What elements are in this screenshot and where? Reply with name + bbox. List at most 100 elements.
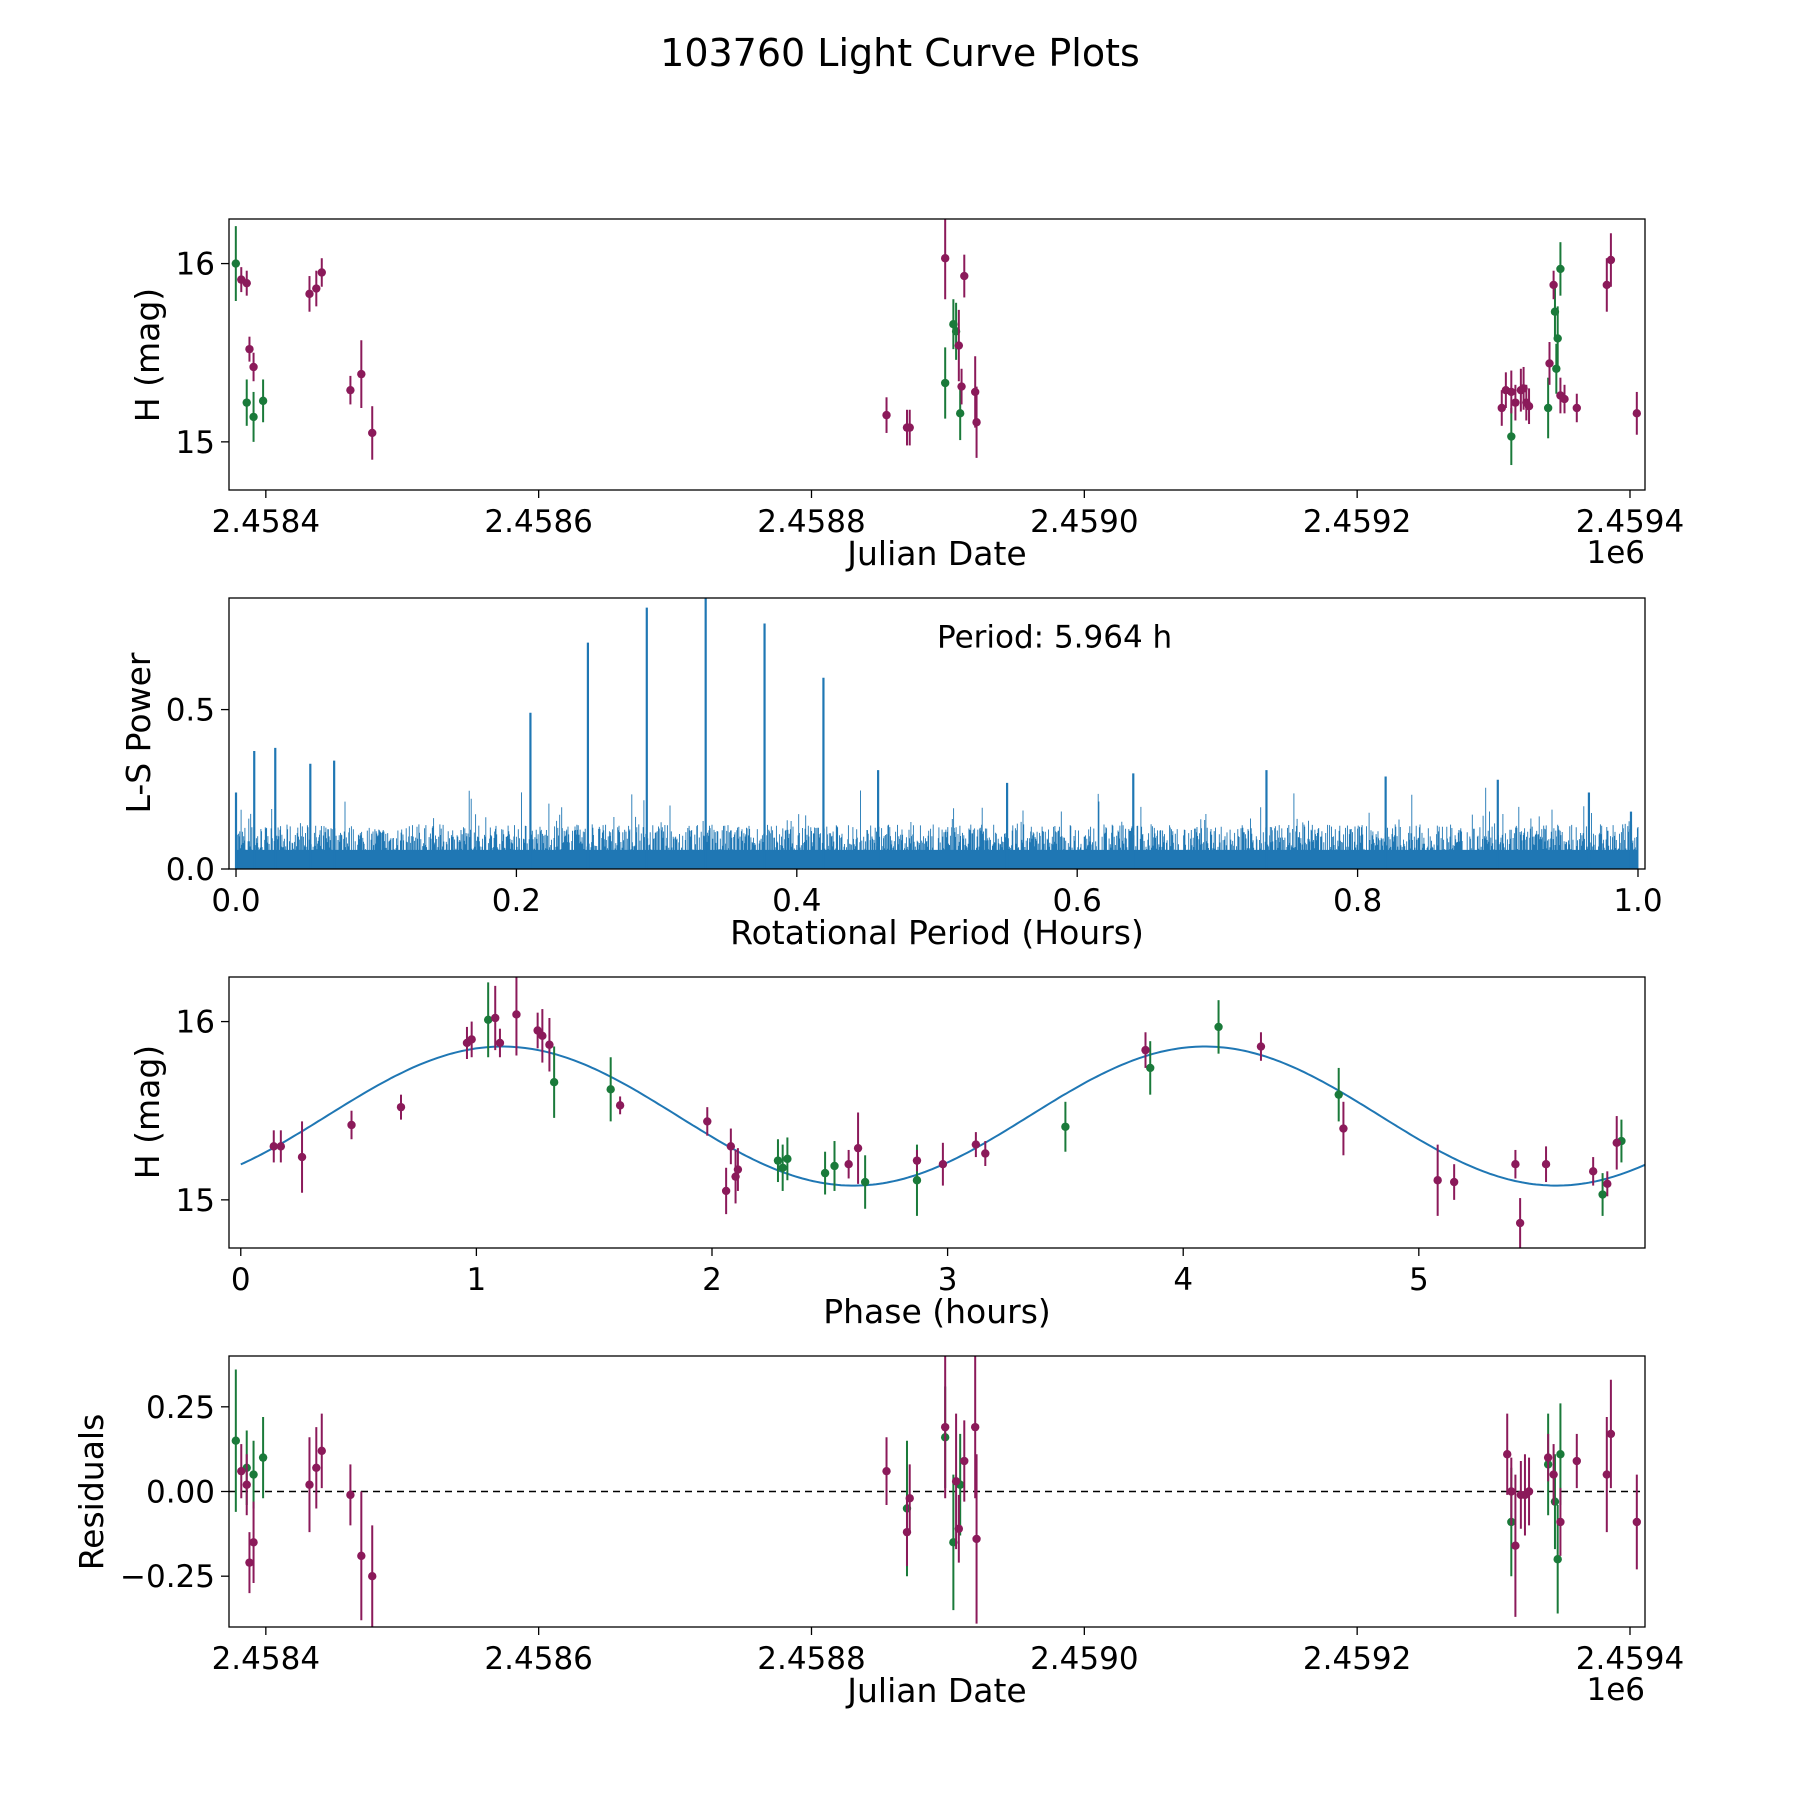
phased-band-purple-point (1612, 1138, 1621, 1148)
phased-band-purple-point (853, 1143, 863, 1153)
residuals-xtick-label: 2.4584 (212, 1641, 320, 1677)
phased-band-purple-point (276, 1142, 286, 1151)
residuals-ytick-label: 0.25 (146, 1390, 215, 1426)
phased-band-purple-point (495, 1038, 505, 1048)
residuals-band-green-point (1553, 1555, 1562, 1564)
residuals-band-green-point (258, 1453, 268, 1462)
lightcurve-band-green-point (242, 398, 251, 407)
phased-band-green-point (606, 1085, 615, 1094)
lightcurve-xtick-label: 2.4584 (212, 504, 320, 540)
periodogram-xtick-label: 0.0 (211, 883, 260, 919)
phased-xlabel: Phase (hours) (823, 1292, 1051, 1331)
residuals-band-purple-point (972, 1534, 981, 1544)
residuals-band-green-point (1556, 1450, 1565, 1459)
residuals-band-purple-point (245, 1558, 254, 1567)
lightcurve-band-green-point (1556, 264, 1565, 274)
lightcurve-band-purple-point (882, 410, 891, 420)
residuals-band-purple-point (1503, 1450, 1512, 1459)
phased-band-green-point (773, 1156, 783, 1165)
residuals-band-purple-point (1507, 1487, 1516, 1496)
period-annotation: Period: 5.964 h (937, 619, 1172, 655)
phased-band-green-point (1146, 1063, 1155, 1073)
lightcurve-band-purple-point (957, 382, 966, 391)
lightcurve-band-purple-point (905, 423, 914, 432)
residuals-band-purple-point (1543, 1453, 1553, 1462)
residuals-band-purple-point (882, 1466, 891, 1476)
periodogram-panel: 0.0 0.2 0.4 0.6 0.8 1.0 0.0 0.5 Period: 5.964 h… (119, 597, 1663, 952)
lightcurve-band-purple-point (1545, 359, 1554, 368)
phased-xtick-label: 5 (1409, 1262, 1429, 1298)
residuals-band-purple-point (249, 1538, 258, 1547)
lightcurve-xtick-label: 2.4590 (1030, 504, 1138, 540)
phased-band-purple-point (545, 1040, 554, 1049)
residuals-band-purple-point (305, 1480, 314, 1489)
phased-band-purple-point (971, 1140, 981, 1149)
phased-xtick-label: 0 (231, 1262, 251, 1298)
lightcurve-band-purple-point (249, 362, 258, 372)
residuals-band-purple-point (368, 1571, 377, 1581)
phased-ticks: 0 1 2 3 4 5 15 16 (176, 1005, 1429, 1298)
phased-ytick-label: 15 (176, 1183, 215, 1219)
residuals-band-purple-point (1524, 1487, 1534, 1496)
phased-band-purple-point (297, 1152, 307, 1162)
periodogram-xtick-label: 0.6 (1053, 883, 1102, 919)
phased-band-purple-point (703, 1117, 712, 1126)
lightcurve-band-purple-point (1602, 280, 1612, 290)
phased-band-purple-point (912, 1156, 922, 1165)
periodogram-xtick-label: 0.2 (492, 883, 541, 919)
periodogram-ticks: 0.0 0.2 0.4 0.6 0.8 1.0 0.0 0.5 (166, 693, 1663, 919)
lightcurve-xtick-label: 2.4586 (484, 504, 592, 540)
residuals-band-purple-point (1602, 1470, 1612, 1479)
lightcurve-band-green-point (1553, 334, 1562, 343)
phased-band-green-point (830, 1161, 839, 1171)
phased-band-green-point (483, 1015, 493, 1024)
lightcurve-band-purple-point (312, 284, 321, 293)
phased-band-purple-point (1449, 1177, 1459, 1187)
phased-band-purple-point (1515, 1218, 1525, 1228)
residuals-band-purple-point (346, 1490, 355, 1500)
phased-panel: 0 1 2 3 4 5 15 16 Phase (hours) H (mag) (128, 976, 1646, 1331)
residuals-band-purple-point (1549, 1470, 1558, 1479)
residuals-band-purple-point (1606, 1429, 1616, 1439)
residuals-ytick-label: −0.25 (120, 1559, 215, 1595)
phased-band-purple-point (1141, 1045, 1150, 1055)
residuals-band-purple-point (237, 1466, 246, 1476)
lightcurve-xlabel: Julian Date (845, 534, 1027, 573)
phased-band-purple-point (512, 1010, 521, 1019)
residuals-xtick-label: 2.4590 (1030, 1641, 1138, 1677)
residuals-band-purple-point (960, 1456, 969, 1466)
residuals-xtick-label: 2.4592 (1303, 1641, 1411, 1677)
residuals-band-green-point (249, 1470, 258, 1479)
periodogram-xtick-label: 0.8 (1333, 883, 1382, 919)
phased-band-purple-point (721, 1186, 731, 1196)
phased-band-purple-point (938, 1160, 948, 1169)
lightcurve-band-purple-point (1560, 394, 1569, 404)
residuals-band-purple-point (970, 1422, 980, 1432)
periodogram-xtick-label: 0.4 (772, 883, 821, 919)
phased-band-purple-point (844, 1160, 853, 1169)
residuals-ticks: 2.4584 2.4586 2.4588 2.4590 2.4592 2.4594 0.25… (120, 1390, 1684, 1677)
phased-band-green-point (1334, 1090, 1343, 1099)
residuals-panel: 2.4584 2.4586 2.4588 2.4590 2.4592 2.4594 0.25… (72, 1355, 1684, 1710)
lightcurve-xtick-label: 2.4594 (1576, 504, 1684, 540)
lightcurve-band-green-point (249, 412, 258, 422)
phased-band-purple-point (1588, 1167, 1598, 1176)
periodogram-ytick-label: 0.5 (166, 693, 215, 729)
lightcurve-band-purple-point (1507, 387, 1516, 397)
phased-band-purple-point (1339, 1124, 1348, 1133)
phased-band-purple-point (1256, 1042, 1266, 1051)
phased-frame (228, 976, 1646, 1249)
lightcurve-marks (231, 219, 1642, 466)
phased-band-green-point (820, 1168, 830, 1178)
residuals-band-purple-point (954, 1524, 964, 1533)
lightcurve-band-purple-point (1632, 409, 1642, 418)
lightcurve-band-green-point (1552, 364, 1561, 373)
lightcurve-band-purple-point (954, 341, 964, 350)
phased-ytick-label: 16 (176, 1005, 215, 1041)
lightcurve-band-purple-point (242, 278, 251, 288)
residuals-xlabel: Julian Date (845, 1671, 1027, 1710)
residuals-band-purple-point (951, 1477, 961, 1486)
lightcurve-band-purple-point (1524, 402, 1534, 411)
phased-xtick-label: 1 (467, 1262, 487, 1298)
